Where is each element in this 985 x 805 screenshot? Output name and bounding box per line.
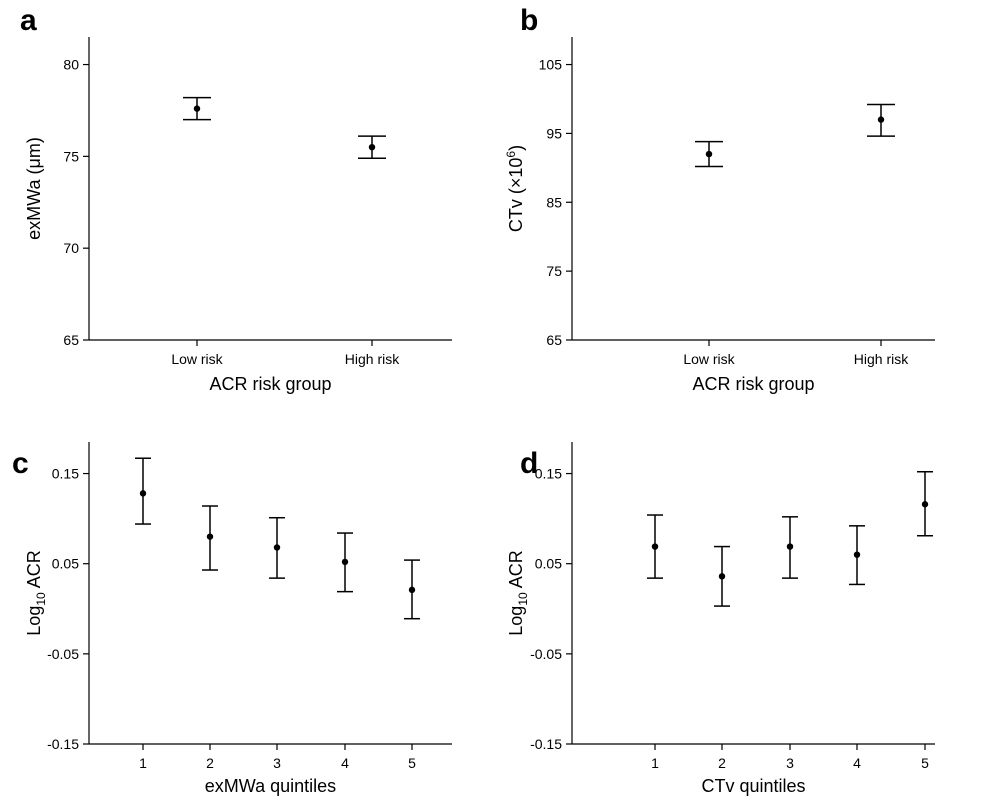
x-tick-label: 4	[341, 755, 349, 771]
x-tick-label: 1	[139, 755, 147, 771]
x-axis-label: ACR risk group	[209, 374, 331, 394]
panel-letter: d	[520, 447, 538, 480]
panel-d: d -0.15 -0.05 0.05 0.15 1 2 3 4 5 CTv quintiles Log…	[506, 442, 935, 796]
x-tick-label: High risk	[345, 351, 400, 367]
data-point	[705, 150, 713, 158]
data-point	[718, 573, 726, 580]
x-tick-label: 5	[408, 755, 416, 771]
data-point	[877, 116, 885, 123]
data-point	[193, 105, 201, 112]
x-axis-label: exMWa quintiles	[205, 776, 336, 796]
x-tick-label: Low risk	[171, 351, 223, 367]
y-axis-label: Log10 ACR	[24, 550, 48, 635]
data-point	[341, 558, 349, 566]
y-tick-label: 80	[63, 57, 79, 73]
data-point	[273, 544, 281, 551]
panel-a: a 65 70 75 80 Low risk High risk ACR risk group…	[20, 4, 452, 394]
x-tick-label: High risk	[854, 351, 909, 367]
y-tick-label: 105	[539, 57, 563, 73]
y-tick-label: 0.15	[52, 466, 79, 482]
x-tick-label: 5	[921, 755, 929, 771]
y-tick-label: -0.15	[47, 736, 79, 752]
y-tick-label: -0.05	[530, 646, 562, 662]
panel-letter: b	[520, 4, 538, 37]
panel-c: c -0.15 -0.05 0.05 0.15 1 2 3 4 5 exMWa quintiles L…	[12, 442, 452, 796]
x-tick-label: 3	[273, 755, 281, 771]
y-tick-label: 0.05	[52, 556, 79, 572]
y-tick-label: 65	[546, 332, 562, 348]
panel-b: b 65 75 85 95 105 Low risk High risk ACR risk gr…	[504, 4, 935, 394]
y-axis-label: Log10 ACR	[506, 550, 530, 635]
x-tick-label: 4	[853, 755, 861, 771]
data-point	[853, 551, 861, 558]
data-point	[921, 501, 929, 508]
x-tick-label: Low risk	[683, 351, 735, 367]
y-tick-label: 75	[546, 263, 562, 279]
y-tick-label: 75	[63, 148, 79, 164]
x-tick-label: 2	[206, 755, 214, 771]
data-point	[368, 143, 376, 151]
panel-letter: c	[12, 447, 29, 480]
y-tick-label: -0.05	[47, 646, 79, 662]
y-tick-label: -0.15	[530, 736, 562, 752]
y-tick-label: 0.15	[535, 466, 562, 482]
data-point	[206, 533, 214, 540]
y-tick-label: 70	[63, 240, 79, 256]
x-axis-label: CTv quintiles	[701, 776, 805, 796]
y-axis-label: exMWa (μm)	[24, 137, 44, 240]
y-tick-label: 95	[546, 125, 562, 141]
panel-letter: a	[20, 4, 37, 37]
data-point	[408, 586, 416, 594]
data-point	[139, 490, 147, 497]
x-tick-label: 1	[651, 755, 659, 771]
data-point	[651, 543, 659, 550]
y-axis-label: CTv (×106)	[504, 145, 526, 232]
y-tick-label: 85	[546, 194, 562, 210]
x-axis-label: ACR risk group	[692, 374, 814, 394]
data-point	[786, 543, 794, 550]
y-tick-label: 65	[63, 332, 79, 348]
x-tick-label: 3	[786, 755, 794, 771]
x-tick-label: 2	[718, 755, 726, 771]
y-tick-label: 0.05	[535, 556, 562, 572]
